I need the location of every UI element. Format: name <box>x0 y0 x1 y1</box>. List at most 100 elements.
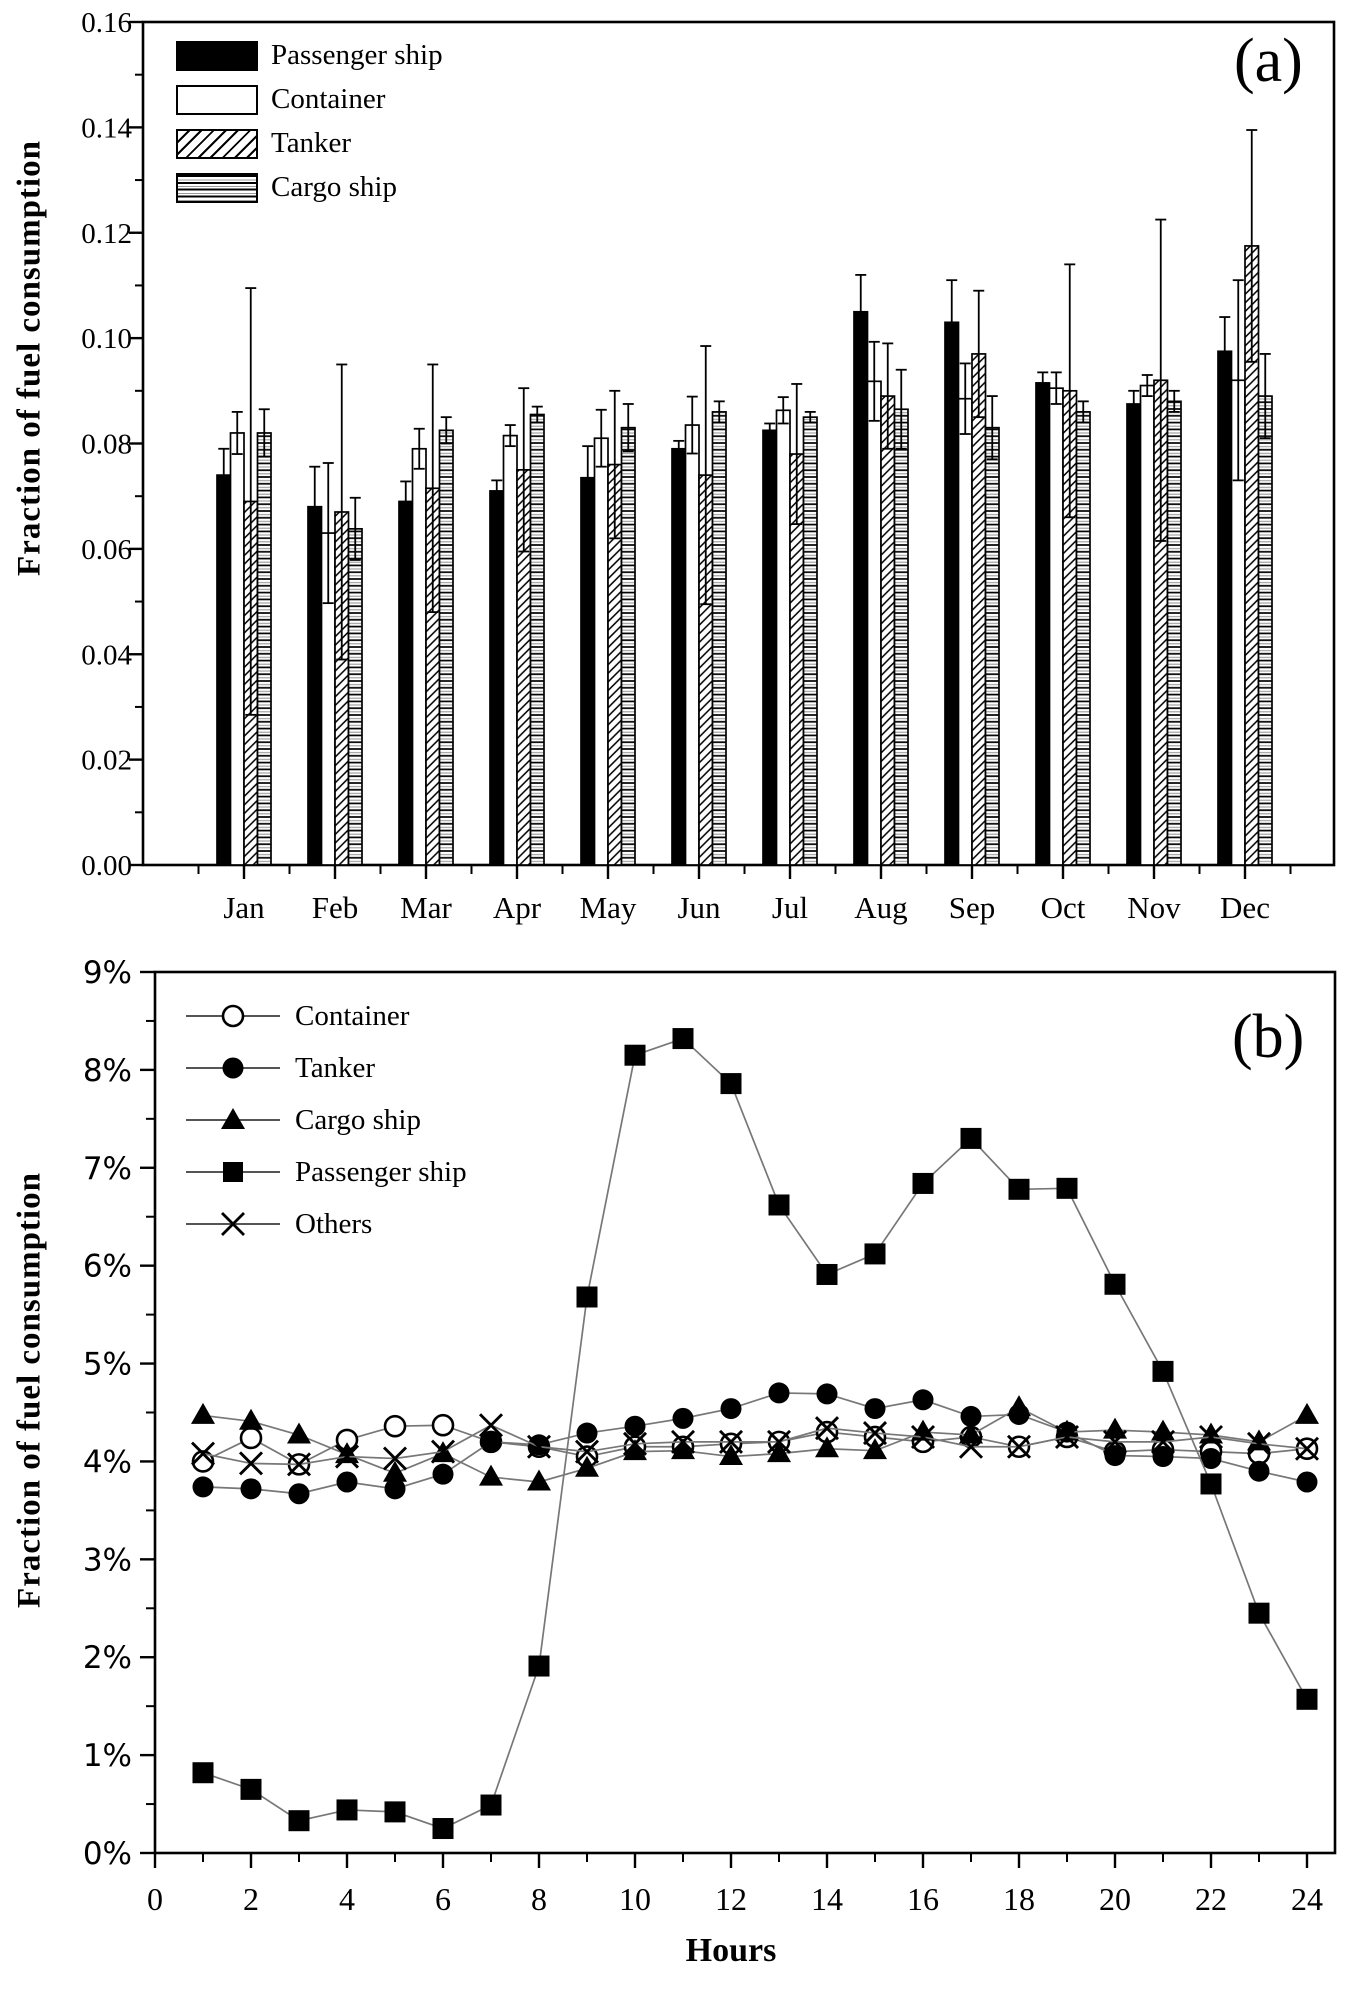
legend-item-others: Others <box>183 1198 467 1250</box>
legend-item-container: Container <box>176 83 443 115</box>
svg-text:0.08: 0.08 <box>81 429 132 461</box>
svg-text:0.14: 0.14 <box>81 112 132 144</box>
bar-cargo-ship-aug <box>893 408 909 866</box>
bar-passenger-ship-jan <box>216 474 232 866</box>
svg-text:Jul: Jul <box>772 890 808 925</box>
bar-cargo-ship-sep <box>984 426 1000 866</box>
legend-item-tanker: Tanker <box>183 1042 467 1094</box>
bar-cargo-ship-may <box>620 426 636 866</box>
svg-text:0.02: 0.02 <box>81 745 132 777</box>
bar-container-apr <box>502 434 518 866</box>
bar-passenger-ship-jun <box>671 447 687 866</box>
bar-tanker-aug <box>880 395 896 866</box>
panel-b-legend: Container Tanker Cargo ship Passenger sh… <box>183 990 467 1250</box>
legend-label: Cargo ship <box>271 171 397 203</box>
legend-item-tanker: Tanker <box>176 127 443 159</box>
bar-cargo-ship-oct <box>1075 411 1091 866</box>
svg-text:0.06: 0.06 <box>81 534 132 566</box>
svg-text:4: 4 <box>339 1881 355 1917</box>
legend-label: Tanker <box>295 1051 376 1084</box>
svg-text:9%: 9% <box>83 955 132 991</box>
legend-label: Passenger ship <box>295 1155 467 1188</box>
svg-text:7%: 7% <box>83 1151 132 1187</box>
panel-b-x-axis-title: Hours <box>685 1932 777 1969</box>
panel-b-y-axis-title: Fraction of fuel consumption <box>11 1172 48 1608</box>
svg-text:4%: 4% <box>83 1444 132 1480</box>
svg-text:Jan: Jan <box>223 890 265 925</box>
svg-text:0.12: 0.12 <box>81 218 132 250</box>
bar-tanker-sep <box>971 353 987 866</box>
legend-label: Others <box>295 1207 373 1240</box>
bar-container-nov <box>1139 384 1155 866</box>
tanker-hatch-swatch-icon <box>176 128 258 159</box>
svg-text:Nov: Nov <box>1127 890 1181 925</box>
bar-passenger-ship-sep <box>944 321 960 866</box>
svg-text:3%: 3% <box>83 1542 132 1578</box>
legend-label: Tanker <box>271 127 352 159</box>
panel-a-y-axis-title: Fraction of fuel consumption <box>11 140 48 576</box>
legend-item-cargo-ship: Cargo ship <box>183 1094 467 1146</box>
bar-passenger-ship-aug <box>853 310 869 866</box>
bar-cargo-ship-jul <box>802 416 818 866</box>
svg-text:6: 6 <box>435 1881 451 1917</box>
svg-text:0.04: 0.04 <box>81 639 132 671</box>
bar-cargo-ship-mar <box>438 429 454 866</box>
svg-text:Dec: Dec <box>1220 890 1270 925</box>
svg-text:0.16: 0.16 <box>81 7 132 39</box>
bar-passenger-ship-feb <box>307 505 323 866</box>
bar-container-jan <box>229 432 245 866</box>
markers-passenger-ship <box>192 1028 1318 1840</box>
bar-cargo-ship-jun <box>711 411 727 866</box>
bar-chart-panel-a: 0.00 0.02 0.04 0.06 0.08 0.10 0.12 0.14 0.16 Jan F… <box>81 7 1336 925</box>
svg-text:2: 2 <box>243 1881 259 1917</box>
svg-text:0%: 0% <box>83 1836 132 1872</box>
svg-text:20: 20 <box>1099 1881 1131 1917</box>
bar-passenger-ship-nov <box>1126 403 1142 866</box>
panel-a-legend: Passenger ship Container Tanker Cargo sh… <box>176 39 443 216</box>
bar-container-jul <box>775 409 791 866</box>
line-chart-panel-b: 0%1%2%3%4%5%6%7%8%9%0 2 4 6 8 10 12 14 16 18 20 22 2… <box>83 955 1337 1917</box>
bar-passenger-ship-jul <box>762 429 778 866</box>
bar-container-sep <box>957 397 973 866</box>
svg-text:Mar: Mar <box>400 890 452 925</box>
svg-text:14: 14 <box>811 1881 843 1917</box>
legend-label: Passenger ship <box>271 39 443 71</box>
svg-text:Aug: Aug <box>854 890 907 925</box>
svg-text:18: 18 <box>1003 1881 1035 1917</box>
bar-container-jun <box>684 424 700 866</box>
line-others <box>202 1424 1308 1466</box>
svg-text:0: 0 <box>147 1881 163 1917</box>
bar-passenger-ship-mar <box>398 500 414 866</box>
svg-text:Apr: Apr <box>493 890 542 925</box>
svg-text:Sep: Sep <box>949 890 996 925</box>
svg-text:Jun: Jun <box>677 890 721 925</box>
bar-cargo-ship-nov <box>1166 400 1182 866</box>
bar-container-mar <box>411 447 427 866</box>
svg-text:12: 12 <box>715 1881 747 1917</box>
svg-text:10: 10 <box>619 1881 651 1917</box>
legend-item-cargo-ship: Cargo ship <box>176 171 443 203</box>
container-open-circle-icon <box>186 1004 280 1028</box>
legend-label: Container <box>295 999 410 1032</box>
legend-label: Cargo ship <box>295 1103 421 1136</box>
bar-container-oct <box>1048 387 1064 866</box>
bar-cargo-ship-feb <box>347 528 363 866</box>
others-x-cross-icon <box>186 1212 280 1236</box>
bar-container-aug <box>866 380 882 866</box>
bar-passenger-ship-oct <box>1035 382 1051 866</box>
svg-text:8: 8 <box>531 1881 547 1917</box>
bar-cargo-ship-jan <box>256 432 272 866</box>
svg-text:24: 24 <box>1291 1881 1323 1917</box>
svg-text:0.10: 0.10 <box>81 323 132 355</box>
legend-label: Container <box>271 83 386 115</box>
svg-text:5%: 5% <box>83 1347 132 1383</box>
bar-container-may <box>593 437 609 866</box>
container-open-swatch-icon <box>176 84 258 115</box>
legend-item-container: Container <box>183 990 467 1042</box>
svg-text:22: 22 <box>1195 1881 1227 1917</box>
markers-others <box>190 1413 1320 1477</box>
panel-a-tag: (a) <box>1234 27 1303 95</box>
passenger-ship-solid-swatch-icon <box>176 40 258 71</box>
